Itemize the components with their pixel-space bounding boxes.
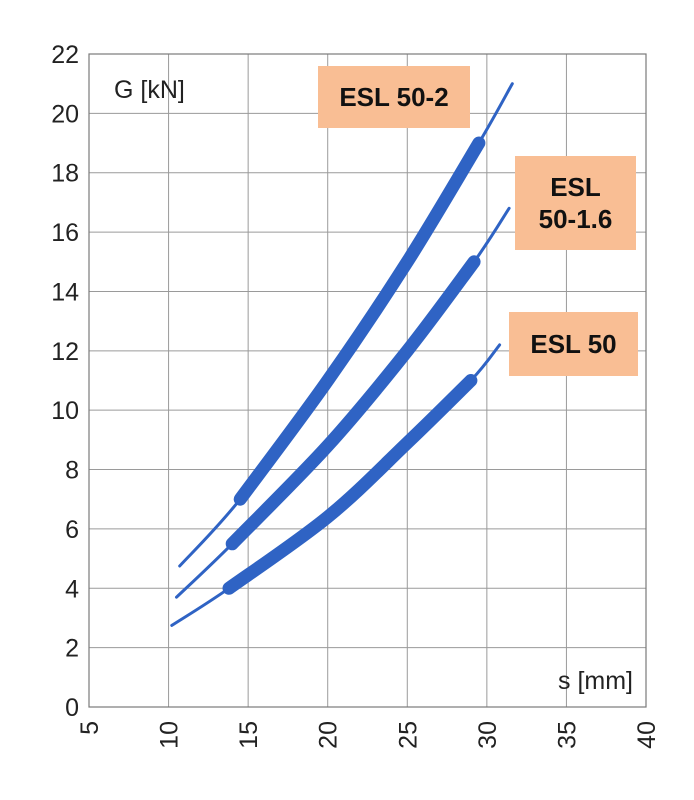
- curve-esl-50-working: [222, 374, 478, 595]
- series-label-esl-50-2: ESL 50-2: [318, 66, 470, 128]
- x-axis-title: s [mm]: [558, 667, 633, 695]
- plot-frame: [88, 53, 647, 708]
- x-tick-label: 5: [76, 721, 104, 735]
- y-tick-label: 4: [65, 575, 79, 603]
- grid: [88, 53, 647, 708]
- x-tick-label: 35: [553, 721, 581, 749]
- series-label-text: ESL: [550, 172, 601, 202]
- curve-esl-50-2-working: [233, 136, 486, 506]
- y-tick-label: 8: [65, 457, 79, 485]
- series-label-box: [318, 66, 470, 128]
- x-tick-label: 20: [315, 721, 343, 749]
- y-tick-label: 10: [51, 397, 79, 425]
- x-tick-label: 10: [156, 721, 184, 749]
- y-tick-label: 16: [51, 219, 79, 247]
- curve-esl-50-range: [170, 343, 502, 627]
- y-tick-label: 0: [65, 694, 79, 722]
- series-label-text: ESL 50: [530, 329, 616, 359]
- x-axis: 5 10 15 20 25 30 35 40: [76, 721, 661, 749]
- y-axis-title: G [kN]: [114, 76, 185, 104]
- series-label-box: [509, 312, 638, 376]
- y-tick-label: 18: [51, 160, 79, 188]
- curves: [170, 82, 514, 627]
- x-tick-label: 40: [633, 721, 661, 749]
- y-tick-label: 20: [51, 100, 79, 128]
- y-tick-label: 2: [65, 635, 79, 663]
- y-tick-label: 6: [65, 516, 79, 544]
- curve-esl-50-1-6-range: [175, 206, 511, 599]
- series-label-box: [515, 156, 636, 250]
- series-label-text: ESL 50-2: [339, 82, 448, 112]
- curve-esl-50-1-6-working: [225, 255, 481, 551]
- series-label-text: 50-1.6: [539, 204, 613, 234]
- y-axis: 0 2 4 6 8 10 12 14 16 18 20 22: [51, 41, 79, 722]
- y-tick-label: 12: [51, 338, 79, 366]
- y-tick-label: 14: [51, 278, 79, 306]
- x-tick-label: 15: [235, 721, 263, 749]
- series-label-esl-50: ESL 50: [509, 312, 638, 376]
- y-tick-label: 22: [51, 41, 79, 69]
- x-tick-label: 30: [474, 721, 502, 749]
- x-tick-label: 25: [394, 721, 422, 749]
